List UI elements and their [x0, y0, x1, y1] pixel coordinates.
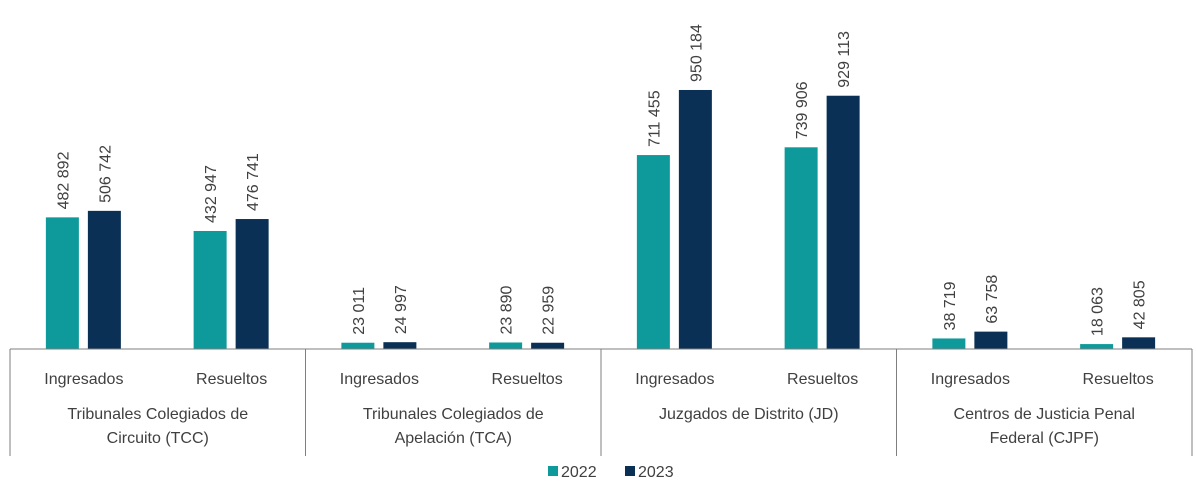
- group-label: Circuito (TCC): [107, 430, 209, 447]
- legend-swatch: [625, 466, 635, 476]
- data-label: 23 890: [499, 285, 516, 334]
- group-label: Tribunales Colegiados de: [363, 406, 544, 423]
- data-label: 63 758: [984, 275, 1001, 324]
- data-label: 739 906: [794, 81, 811, 139]
- data-label: 506 742: [97, 145, 114, 203]
- x-tick-label: Ingresados: [931, 371, 1010, 388]
- bar: [235, 219, 269, 349]
- bar: [531, 342, 565, 349]
- data-label: 24 997: [393, 285, 410, 334]
- bar: [87, 210, 121, 349]
- x-tick-label: Resueltos: [196, 371, 267, 388]
- data-label: 42 805: [1132, 280, 1149, 329]
- bar: [784, 147, 818, 349]
- data-label: 929 113: [836, 31, 853, 88]
- legend-label: 2022: [561, 464, 597, 481]
- data-label: 22 959: [541, 286, 558, 335]
- group-label: Tribunales Colegiados de: [67, 406, 248, 423]
- bar: [193, 230, 227, 349]
- legend-swatch: [548, 466, 558, 476]
- bar: [826, 95, 860, 350]
- x-tick-label: Resueltos: [1083, 371, 1154, 388]
- data-label: 950 184: [688, 24, 705, 82]
- bar: [974, 331, 1008, 349]
- bar: [678, 89, 712, 349]
- group-label: Juzgados de Distrito (JD): [659, 406, 839, 423]
- data-label: 476 741: [245, 153, 262, 211]
- data-label: 482 892: [55, 151, 72, 209]
- data-label: 711 455: [646, 90, 663, 147]
- data-label: 18 063: [1090, 287, 1107, 336]
- data-label: 432 947: [203, 165, 220, 223]
- bar: [45, 217, 79, 349]
- bar: [383, 342, 417, 349]
- legend-label: 2023: [638, 464, 674, 481]
- x-tick-label: Ingresados: [635, 371, 714, 388]
- bar: [341, 342, 375, 349]
- group-label: Centros de Justicia Penal: [954, 406, 1135, 423]
- x-tick-label: Ingresados: [44, 371, 123, 388]
- x-tick-label: Resueltos: [492, 371, 563, 388]
- x-tick-label: Ingresados: [340, 371, 419, 388]
- bar: [1122, 337, 1156, 349]
- bar: [489, 342, 523, 349]
- x-tick-label: Resueltos: [787, 371, 858, 388]
- data-label: 23 011: [351, 287, 368, 335]
- bar: [932, 338, 966, 349]
- bar: [1080, 344, 1114, 349]
- bar: [636, 155, 670, 349]
- group-label: Apelación (TCA): [395, 430, 512, 447]
- data-label: 38 719: [942, 281, 959, 330]
- group-label: Federal (CJPF): [990, 430, 1099, 447]
